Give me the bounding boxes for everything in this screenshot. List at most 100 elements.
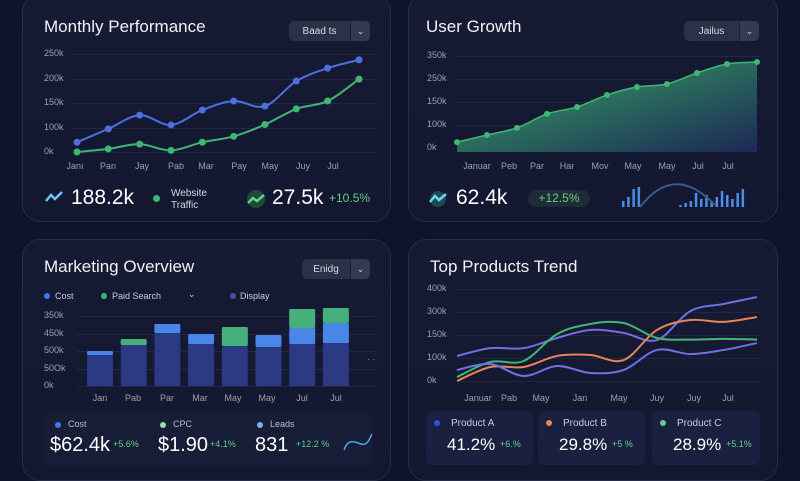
bar-segment-cost[interactable] — [87, 351, 113, 355]
gridline — [457, 79, 760, 80]
data-point — [261, 102, 269, 110]
mini-bar — [741, 189, 745, 207]
x-tick-label: May — [224, 393, 242, 403]
marketing-stats-row — [44, 412, 372, 466]
y-tick-label: 300k — [427, 306, 447, 316]
series-line — [456, 316, 758, 382]
y-tick-label: 400k — [427, 283, 447, 293]
bar-segment-paid-search[interactable] — [120, 339, 147, 345]
data-point — [167, 121, 175, 129]
sparkline — [343, 433, 373, 451]
bar-segment-cost[interactable] — [289, 328, 316, 344]
data-point — [230, 132, 238, 140]
stat-dot — [160, 422, 166, 428]
stat-value: 831 — [255, 434, 289, 456]
product-label: Product B — [563, 418, 607, 429]
data-point — [136, 111, 144, 119]
bar-segment-display[interactable] — [154, 333, 181, 386]
mini-bar — [715, 197, 719, 207]
data-point — [514, 124, 520, 131]
bar-segment-display[interactable] — [322, 343, 349, 386]
x-tick-label: Janı — [66, 161, 84, 171]
bar-segment-display[interactable] — [87, 355, 113, 386]
chevron-down-icon: ⌄ — [350, 21, 370, 41]
data-point — [104, 125, 112, 133]
stat-value: 188.2k — [71, 186, 135, 209]
mini-bar — [726, 195, 729, 207]
gridline — [457, 289, 760, 290]
x-tick-label: Januar — [463, 161, 491, 171]
mini-bar — [731, 199, 734, 207]
mini-bar — [720, 191, 724, 207]
legend-display: Display — [240, 291, 270, 301]
monthly-dropdown[interactable]: Baad ts ⌄ — [289, 21, 370, 41]
x-tick-label: Jul — [330, 393, 342, 403]
stat-label: CPC — [173, 419, 193, 429]
trend-icon — [247, 190, 265, 208]
y-tick-label: 500k — [44, 345, 64, 355]
mini-bar — [689, 201, 693, 207]
x-tick-label: Pab — [124, 393, 142, 403]
x-tick-label: Jul — [722, 393, 734, 403]
bar-segment-paid-search[interactable] — [221, 327, 248, 346]
x-tick-label: Juy — [295, 161, 311, 171]
bar-segment-cost[interactable] — [154, 324, 181, 333]
stat-label: Cost — [68, 419, 87, 429]
trend-icon — [45, 191, 63, 202]
mini-bar — [710, 201, 713, 207]
mini-bar — [705, 195, 708, 207]
dropdown-value: Jailus — [698, 25, 725, 37]
bar-segment-display[interactable] — [120, 345, 147, 386]
data-point — [261, 121, 269, 129]
y-tick-label: 200k — [44, 72, 64, 83]
chevron-down-icon[interactable]: ⌄ — [188, 289, 196, 299]
marketing-dropdown[interactable]: Enidg ⌄ — [302, 259, 370, 279]
x-tick-label: Jan — [572, 393, 588, 403]
series-line — [456, 320, 758, 378]
x-tick-label: May — [658, 161, 676, 171]
x-tick-label: May — [258, 393, 276, 403]
y-tick-label: 250k — [44, 48, 64, 58]
x-tick-label: Pay — [231, 161, 247, 171]
gridline — [77, 316, 375, 317]
bar-segment-display[interactable] — [255, 347, 282, 386]
growth-dropdown[interactable]: Jailus ⌄ — [684, 21, 759, 41]
bar-segment-paid-search[interactable] — [322, 308, 349, 323]
mini-bar — [637, 187, 641, 207]
legend-dot-display — [230, 293, 236, 299]
bar-segment-cost[interactable] — [255, 335, 282, 347]
bar-segment-cost[interactable] — [188, 334, 215, 344]
x-tick-label: May — [532, 393, 550, 403]
data-point — [198, 138, 206, 146]
product-card — [538, 411, 645, 465]
bar-segment-cost[interactable] — [322, 323, 349, 343]
x-tick-label: Pab — [500, 393, 518, 403]
product-label: Product C — [677, 418, 722, 429]
x-tick-label: Par — [159, 393, 175, 403]
more-icon[interactable]: · · — [367, 354, 376, 364]
data-point — [324, 64, 332, 72]
bar-segment-display[interactable] — [188, 344, 215, 386]
x-tick-label: Pab — [167, 161, 185, 171]
legend-dot — [153, 195, 160, 202]
data-point — [292, 105, 300, 113]
data-point — [292, 77, 300, 85]
bar-segment-display[interactable] — [221, 346, 248, 386]
y-tick-label: 100k — [427, 119, 447, 129]
chevron-down-icon: ⌄ — [739, 21, 759, 41]
data-point — [136, 140, 144, 148]
bar-segment-display[interactable] — [289, 344, 316, 386]
legend-paid-search: Paid Search — [112, 291, 162, 301]
x-tick-label: May — [624, 161, 642, 171]
y-tick-label: 350k — [44, 310, 64, 320]
series-line — [456, 342, 758, 377]
gridline — [72, 54, 375, 55]
data-point — [484, 131, 490, 138]
product-card — [426, 411, 533, 465]
data-point — [694, 70, 700, 77]
mini-bar — [632, 189, 635, 207]
bar-segment-paid-search[interactable] — [289, 309, 316, 328]
stat-value: 27.5k — [272, 186, 324, 209]
mini-bar — [622, 201, 625, 207]
